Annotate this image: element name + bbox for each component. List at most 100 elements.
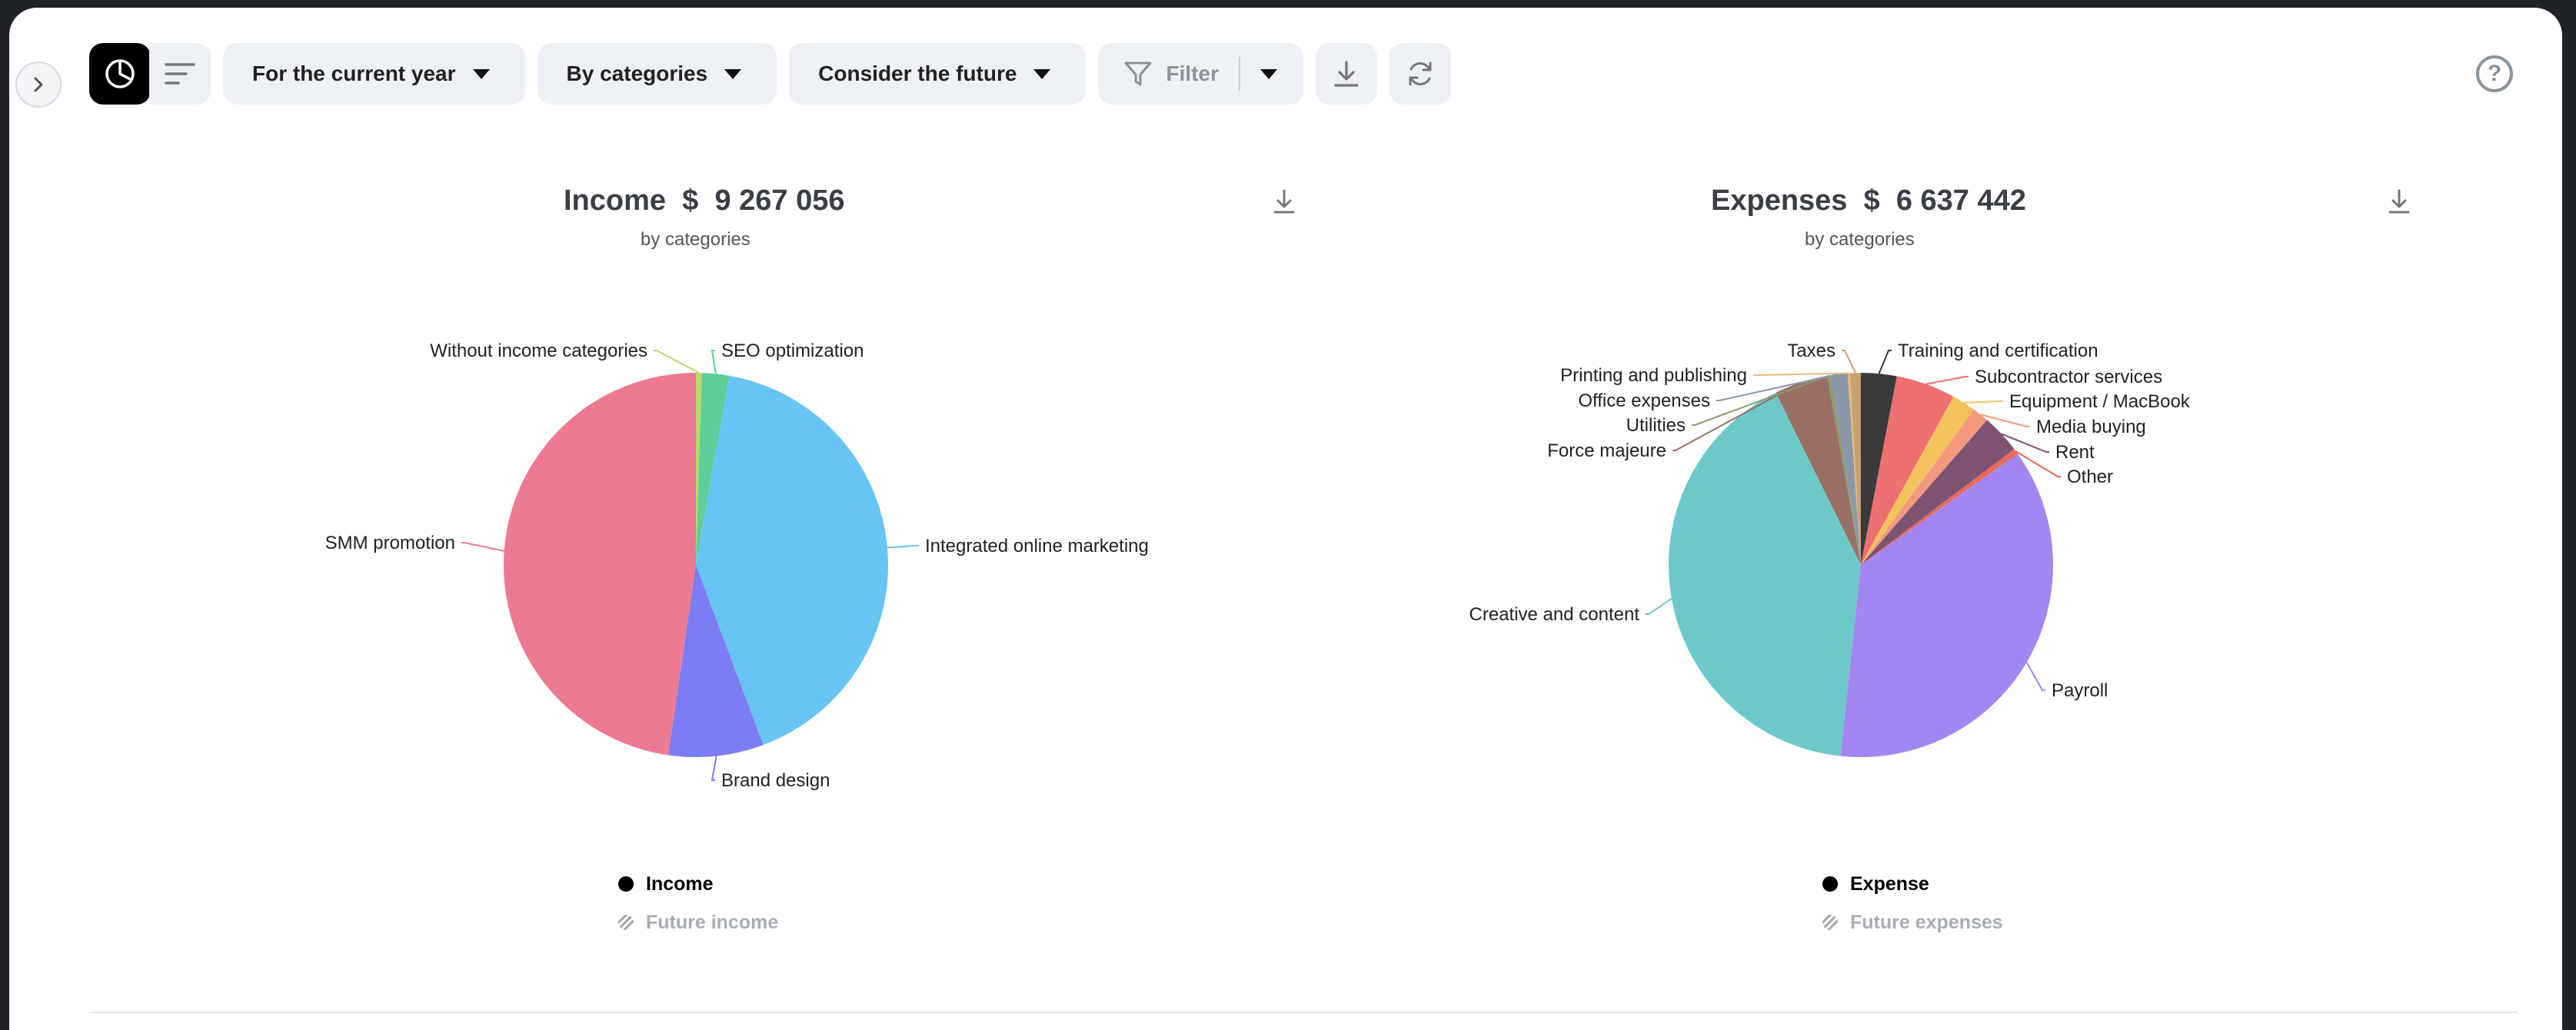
download-button[interactable] xyxy=(1315,43,1377,105)
help-icon[interactable]: ? xyxy=(2476,55,2513,92)
pie-slice[interactable] xyxy=(1840,454,2053,757)
period-dropdown[interactable]: For the current year xyxy=(223,43,525,105)
slice-label: Printing and publishing xyxy=(1560,365,1747,386)
slice-label: Force majeure xyxy=(1547,440,1666,461)
slice-label: Equipment / MacBook xyxy=(2009,391,2191,412)
pie-slice[interactable] xyxy=(1861,420,2015,565)
expenses-title-prefix: Expenses xyxy=(1711,184,1848,217)
slice-label: Training and certification xyxy=(1898,341,2098,361)
expenses-pie: Training and certification Subcontractor … xyxy=(1469,341,2191,757)
legend-label: Expense xyxy=(1850,872,1929,895)
pie-slice[interactable] xyxy=(667,565,764,757)
leader-line xyxy=(2001,433,2049,453)
income-download-icon[interactable] xyxy=(1269,186,1300,217)
expenses-subtitle: by categories xyxy=(1805,229,1915,250)
section-divider xyxy=(89,1012,2518,1013)
filter-separator xyxy=(1238,57,1240,91)
income-pie: Without income categories SEO optimizatio… xyxy=(325,341,1149,791)
leader-line xyxy=(1753,372,1849,376)
legend-item-future-income[interactable]: Future income xyxy=(618,909,778,935)
pie-slice[interactable] xyxy=(1861,409,1988,565)
slice-label: Without income categories xyxy=(430,341,647,361)
slice-label: Integrated online marketing xyxy=(925,536,1149,557)
pie-slice[interactable] xyxy=(503,373,696,756)
pie-slice[interactable] xyxy=(1827,375,1861,565)
legend-label: Income xyxy=(646,872,714,895)
pie-slice[interactable] xyxy=(1861,376,1954,565)
slice-label: Taxes xyxy=(1787,341,1835,361)
pie-slice[interactable] xyxy=(1861,373,1897,565)
leader-line xyxy=(1716,373,1840,401)
legend-hatch-icon xyxy=(618,915,634,930)
legend-hatch-icon xyxy=(1822,915,1838,930)
filter-button[interactable]: Filter xyxy=(1098,43,1303,105)
future-dropdown-label: Consider the future xyxy=(818,61,1017,85)
slice-label: Utilities xyxy=(1626,415,1686,436)
filter-icon xyxy=(1124,61,1152,86)
pie-chart-icon xyxy=(105,59,135,88)
period-dropdown-label: For the current year xyxy=(252,61,456,85)
grouping-dropdown-label: By categories xyxy=(566,61,708,85)
income-legend: Income Future income xyxy=(618,871,778,948)
slice-label: Creative and content xyxy=(1469,604,1640,625)
chart-view-button[interactable] xyxy=(89,43,151,105)
slice-label: SMM promotion xyxy=(325,533,455,553)
refresh-button[interactable] xyxy=(1389,43,1451,105)
refresh-icon xyxy=(1409,61,1432,86)
pie-slice[interactable] xyxy=(696,373,730,565)
legend-item-expense[interactable]: Expense xyxy=(1822,871,2003,897)
view-switcher xyxy=(89,43,211,105)
pie-slice[interactable] xyxy=(1776,375,1861,565)
pie-slice[interactable] xyxy=(1669,392,1861,756)
leader-line xyxy=(1646,597,1672,615)
legend-dot-icon xyxy=(618,876,634,892)
leader-line xyxy=(1672,381,1802,451)
grouping-dropdown[interactable]: By categories xyxy=(537,43,777,105)
legend-label: Future expenses xyxy=(1850,911,2003,933)
download-icon xyxy=(1334,61,1359,87)
caret-down-icon xyxy=(724,68,742,79)
leader-line xyxy=(1980,414,2030,427)
pie-slice[interactable] xyxy=(696,373,702,565)
slice-label: Other xyxy=(2067,467,2113,487)
leader-line xyxy=(711,756,717,781)
help-glyph: ? xyxy=(2487,61,2502,86)
pie-slice[interactable] xyxy=(1861,396,1974,565)
pie-slice[interactable] xyxy=(1847,373,1861,565)
pie-slice[interactable] xyxy=(696,375,888,746)
income-subtitle: by categories xyxy=(641,229,751,250)
list-icon xyxy=(165,63,195,85)
legend-label: Future income xyxy=(646,911,779,933)
future-dropdown[interactable]: Consider the future xyxy=(789,43,1087,105)
income-total: 9 267 056 xyxy=(714,184,845,217)
legend-item-future-expenses[interactable]: Future expenses xyxy=(1822,909,2003,935)
slice-label: Payroll xyxy=(2052,680,2108,701)
slice-label: Brand design xyxy=(721,770,830,791)
filter-label: Filter xyxy=(1166,61,1219,85)
pie-slice[interactable] xyxy=(1830,373,1861,565)
leader-line xyxy=(1842,350,1856,374)
legend-dot-icon xyxy=(1822,876,1838,892)
slice-label: Media buying xyxy=(2036,417,2146,437)
expenses-download-icon[interactable] xyxy=(2384,186,2415,217)
pie-slice[interactable] xyxy=(1849,373,1861,565)
filter-caret-icon[interactable] xyxy=(1260,68,1277,79)
caret-down-icon xyxy=(1033,68,1051,79)
leader-line xyxy=(1692,374,1829,426)
expand-sidebar-button[interactable] xyxy=(15,61,62,108)
legend-item-income[interactable]: Income xyxy=(618,871,778,897)
leader-line xyxy=(887,545,919,549)
leader-line xyxy=(1963,400,2003,404)
slice-label: Rent xyxy=(2055,442,2095,463)
income-title-prefix: Income xyxy=(564,184,667,217)
expenses-title: Expenses $ 6 637 442 xyxy=(1711,184,2026,218)
app-window xyxy=(9,8,2562,1030)
leader-line xyxy=(711,350,717,374)
expenses-legend: Expense Future expenses xyxy=(1822,871,2003,948)
expenses-total: 6 637 442 xyxy=(1895,184,2026,217)
leader-line xyxy=(1925,376,1969,385)
pie-slice[interactable] xyxy=(1861,449,2019,565)
list-view-button[interactable] xyxy=(149,43,211,105)
chevron-right-icon xyxy=(34,77,43,92)
